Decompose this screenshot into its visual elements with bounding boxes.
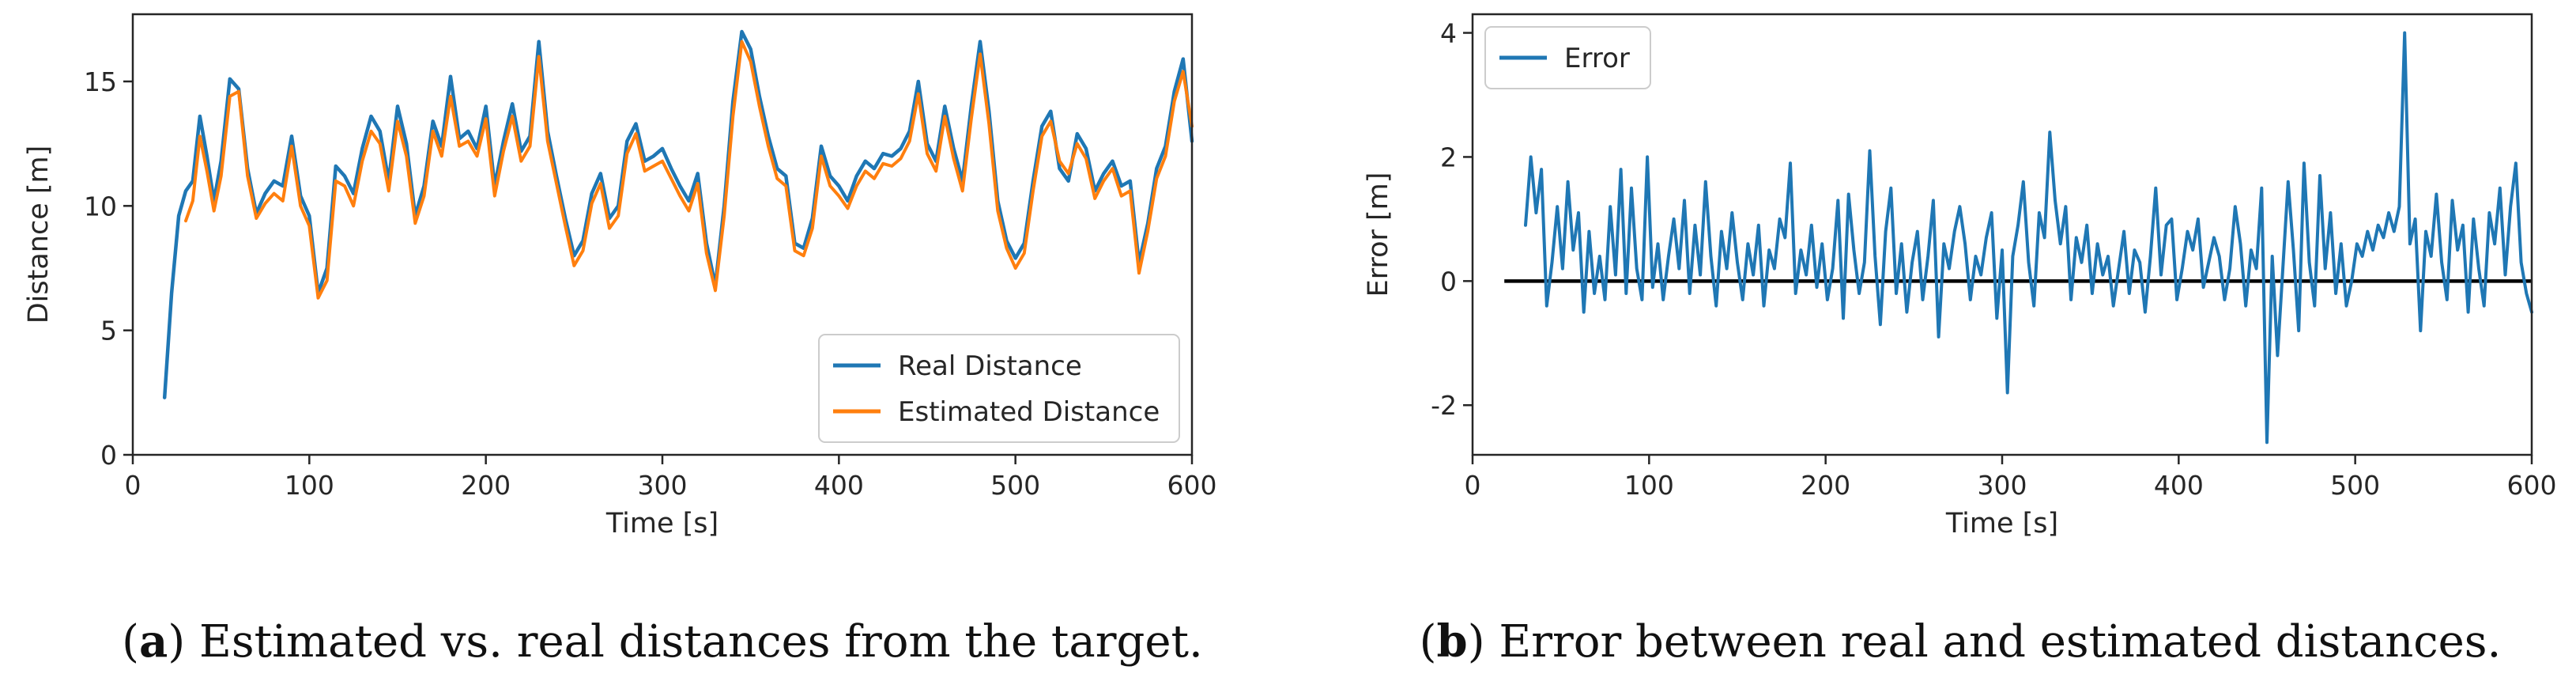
distance-caption-open: ( xyxy=(122,616,139,668)
distance-caption-close: ) xyxy=(168,616,185,668)
distance-y-tick-label: 0 xyxy=(100,440,117,471)
error-caption-close: ) xyxy=(1468,616,1485,668)
error-series-layer xyxy=(1504,31,2533,445)
distance-legend: Real Distance Estimated Distance xyxy=(818,334,1180,443)
distance-x-tick-label: 200 xyxy=(461,470,511,501)
error-y-tick-label: 2 xyxy=(1440,142,1457,172)
error-x-tick-label: 0 xyxy=(1465,470,1481,501)
error-x-tick-label: 600 xyxy=(2507,470,2557,501)
distance-y-tick-label: 15 xyxy=(84,66,117,97)
distance-ticks: 0 100 200 300 400 500 600 0 5 10 15 xyxy=(84,66,1217,501)
error-legend: Error xyxy=(1484,26,1651,89)
distance-x-tick-label: 400 xyxy=(814,470,864,501)
distance-x-tick-label: 0 xyxy=(125,470,141,501)
error-series-line-0 xyxy=(1524,31,2533,445)
distance-caption-text: Estimated vs. real distances from the ta… xyxy=(185,616,1203,668)
distance-y-tick-label: 5 xyxy=(100,316,117,346)
error-x-tick-label: 100 xyxy=(1624,470,1674,501)
error-y-tick-label: 4 xyxy=(1440,18,1457,49)
distance-series-line-0 xyxy=(162,29,1194,399)
distance-caption: (a) Estimated vs. real distances from th… xyxy=(122,615,1203,668)
distance-x-tick-label: 500 xyxy=(990,470,1040,501)
distance-series-line-1 xyxy=(184,40,1194,300)
distance-legend-box xyxy=(818,334,1180,443)
error-caption-text: Error between real and estimated distanc… xyxy=(1485,616,2502,668)
error-caption-open: ( xyxy=(1420,616,1437,668)
error-legend-label: Error xyxy=(1564,43,1630,74)
distance-x-tick-label: 300 xyxy=(638,470,688,501)
distance-y-tick-label: 10 xyxy=(84,191,117,221)
error-y-axis-label: Error [m] xyxy=(1363,172,1394,297)
error-x-tick-label: 300 xyxy=(1978,470,2027,501)
error-x-tick-label: 500 xyxy=(2330,470,2380,501)
error-legend-box xyxy=(1484,26,1651,89)
error-caption-letter: b xyxy=(1437,615,1468,668)
distance-x-tick-label: 100 xyxy=(285,470,334,501)
distance-series-layer xyxy=(162,29,1194,399)
error-x-axis-label: Time [s] xyxy=(1945,508,2058,539)
error-ticks: 0 100 200 300 400 500 600 -2 0 2 4 xyxy=(1431,18,2556,501)
distance-y-axis-label: Distance [m] xyxy=(23,146,55,324)
error-y-tick-label: -2 xyxy=(1431,390,1457,421)
error-y-tick-label: 0 xyxy=(1440,266,1457,297)
error-x-tick-label: 400 xyxy=(2154,470,2204,501)
distance-legend-label: Real Distance xyxy=(898,350,1082,382)
error-chart: 0 100 200 300 400 500 600 -2 0 2 4 Time [s] Error … xyxy=(1363,13,2557,668)
distance-chart: 0 100 200 300 400 500 600 0 5 10 15 Time [s] Dista… xyxy=(23,13,1217,668)
distance-caption-letter: a xyxy=(139,615,168,668)
error-caption: (b) Error between real and estimated dis… xyxy=(1420,615,2502,668)
distance-legend-label: Estimated Distance xyxy=(898,396,1160,428)
error-x-tick-label: 200 xyxy=(1801,470,1850,501)
distance-x-tick-label: 600 xyxy=(1167,470,1217,501)
distance-x-axis-label: Time [s] xyxy=(605,508,718,539)
